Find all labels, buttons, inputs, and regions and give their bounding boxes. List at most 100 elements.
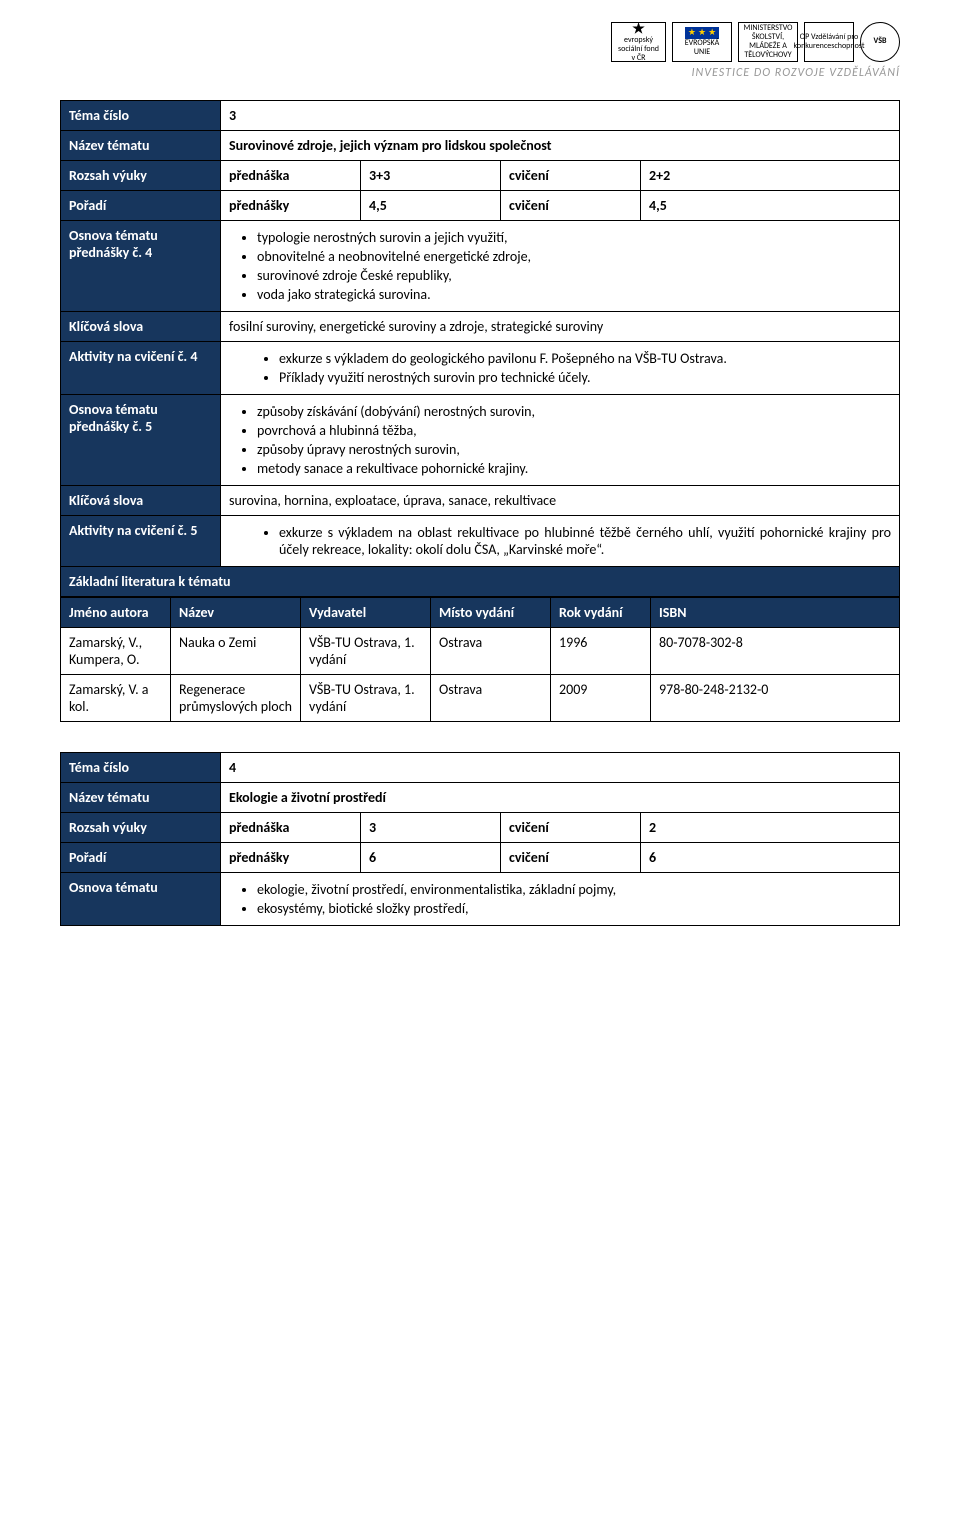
rok-header: Rok vydání [551,597,651,627]
literatura-row-1: Zamarský, V., Kumpera, O. Nauka o Zemi V… [61,627,900,674]
header-tagline: INVESTICE DO ROZVOJE VZDĚLÁVÁNÍ [60,66,900,80]
cviceni-label: cvičení [501,160,641,190]
lit1-autor: Zamarský, V., Kumpera, O. [61,627,171,674]
aktivity5-label: Aktivity na cvičení č. 5 [61,515,221,566]
tema4-poradi-label: Pořadí [61,842,221,872]
tema3-table: Téma číslo 3 Název tématu Surovinové zdr… [60,100,900,597]
tema4-cislo: 4 [221,752,900,782]
prednasky-label: přednášky [221,190,361,220]
literatura-header-row: Jméno autora Název Vydavatel Místo vydán… [61,597,900,627]
eu-logo-icon: ★ ★ ★ EVROPSKÁ UNIE [672,22,732,62]
tema4-osnova-label: Osnova tématu [61,872,221,925]
msmt-logo-text: MINISTERSTVO ŠKOLSTVÍ, MLÁDEŽE A TĚLOVÝC… [743,24,793,59]
osnova5-item: způsoby úpravy nerostných surovin, [257,441,891,458]
msmt-logo-icon: MINISTERSTVO ŠKOLSTVÍ, MLÁDEŽE A TĚLOVÝC… [738,22,798,62]
osnova4-item: typologie nerostných surovin a jejich vy… [257,229,891,246]
tema4-prednasky-label: přednášky [221,842,361,872]
tema4-nazev-label: Název tématu [61,782,221,812]
tema4-cviceni-label-2: cvičení [501,842,641,872]
lit2-rok: 2009 [551,674,651,721]
op-logo-icon: OP Vzdělávání pro konkurenceschopnost [804,22,854,62]
tema4-rozsah-cviceni: 2 [641,812,900,842]
tema4-prednaska-label: přednáška [221,812,361,842]
lit2-nazev: Regenerace průmyslových ploch [171,674,301,721]
rozsah-label: Rozsah výuky [61,160,221,190]
aktivity4-row: Aktivity na cvičení č. 4 exkurze s výkla… [61,341,900,394]
tema3-cislo: 3 [221,100,900,130]
nazev-tematu-label: Název tématu [61,130,221,160]
klicova4-value: fosilní suroviny, energetické suroviny a… [221,311,900,341]
esf-logo-icon: ★ evropský sociální fond v ČR [611,22,666,62]
prednaska-label: přednáška [221,160,361,190]
vsb-logo-icon: VŠB [860,22,900,62]
nazev-header: Název [171,597,301,627]
misto-header: Místo vydání [431,597,551,627]
aktivity5-content: exkurze s výkladem na oblast rekultivace… [221,515,900,566]
lit1-vydavatel: VŠB-TU Ostrava, 1. vydání [301,627,431,674]
tema3-poradi-cviceni: 4,5 [641,190,900,220]
vsb-logo-text: VŠB [874,37,887,46]
tema4-nazev-row: Název tématu Ekologie a životní prostřed… [61,782,900,812]
tema3-rozsah-prednaska: 3+3 [361,160,501,190]
tema4-cviceni-label: cvičení [501,812,641,842]
osnova4-content: typologie nerostných surovin a jejich vy… [221,220,900,311]
logo-strip: ★ evropský sociální fond v ČR ★ ★ ★ EVRO… [611,22,900,62]
klicova4-row: Klíčová slova fosilní suroviny, energeti… [61,311,900,341]
aktivity4-item: exkurze s výkladem do geologického pavil… [279,350,891,367]
header-logos: ★ evropský sociální fond v ČR ★ ★ ★ EVRO… [60,20,900,62]
tema4-rozsah-prednaska: 3 [361,812,501,842]
literatura-table: Jméno autora Název Vydavatel Místo vydán… [60,597,900,722]
klicova5-label: Klíčová slova [61,485,221,515]
eu-logo-text: EVROPSKÁ UNIE [677,39,727,57]
tema4-poradi-cviceni: 6 [641,842,900,872]
tema4-rozsah-label: Rozsah výuky [61,812,221,842]
literatura-row-2: Zamarský, V. a kol. Regenerace průmyslov… [61,674,900,721]
tema4-osnova-content: ekologie, životní prostředí, environment… [221,872,900,925]
autor-header: Jméno autora [61,597,171,627]
aktivity5-row: Aktivity na cvičení č. 5 exkurze s výkla… [61,515,900,566]
tema-cislo-label: Téma číslo [61,100,221,130]
tema4-poradi-prednasky: 6 [361,842,501,872]
tema4-rozsah-row: Rozsah výuky přednáška 3 cvičení 2 [61,812,900,842]
tema3-rozsah-cviceni: 2+2 [641,160,900,190]
tema4-osnova-row: Osnova tématu ekologie, životní prostřed… [61,872,900,925]
tema4-cislo-row: Téma číslo 4 [61,752,900,782]
tema4-osnova-item: ekosystémy, biotické složky prostředí, [257,900,891,917]
rozsah-row: Rozsah výuky přednáška 3+3 cvičení 2+2 [61,160,900,190]
osnova5-item: metody sanace a rekultivace pohornické k… [257,460,891,477]
tema4-poradi-row: Pořadí přednášky 6 cvičení 6 [61,842,900,872]
lit2-autor: Zamarský, V. a kol. [61,674,171,721]
literatura-row: Základní literatura k tématu [61,566,900,596]
lit2-isbn: 978-80-248-2132-0 [651,674,900,721]
osnova4-row: Osnova tématu přednášky č. 4 typologie n… [61,220,900,311]
tema-cislo-row: Téma číslo 3 [61,100,900,130]
tema4-nazev: Ekologie a životní prostředí [221,782,900,812]
osnova5-item: povrchová a hlubinná těžba, [257,422,891,439]
lit2-vydavatel: VŠB-TU Ostrava, 1. vydání [301,674,431,721]
osnova4-item: obnovitelné a neobnovitelné energetické … [257,248,891,265]
tema4-osnova-item: ekologie, životní prostředí, environment… [257,881,891,898]
tema3-poradi-prednasky: 4,5 [361,190,501,220]
poradi-row: Pořadí přednášky 4,5 cvičení 4,5 [61,190,900,220]
esf-logo-text: evropský sociální fond v ČR [616,36,661,62]
tema4-table: Téma číslo 4 Název tématu Ekologie a živ… [60,752,900,926]
osnova4-item: voda jako strategická surovina. [257,286,891,303]
klicova5-row: Klíčová slova surovina, hornina, exploat… [61,485,900,515]
osnova4-item: surovinové zdroje České republiky, [257,267,891,284]
osnova4-label: Osnova tématu přednášky č. 4 [61,220,221,311]
tema3-nazev: Surovinové zdroje, jejich význam pro lid… [221,130,900,160]
lit2-misto: Ostrava [431,674,551,721]
lit1-misto: Ostrava [431,627,551,674]
lit1-rok: 1996 [551,627,651,674]
osnova5-row: Osnova tématu přednášky č. 5 způsoby zís… [61,394,900,485]
aktivity5-item: exkurze s výkladem na oblast rekultivace… [279,524,891,558]
literatura-label: Základní literatura k tématu [61,566,900,596]
osnova5-label: Osnova tématu přednášky č. 5 [61,394,221,485]
klicova5-value: surovina, hornina, exploatace, úprava, s… [221,485,900,515]
lit1-nazev: Nauka o Zemi [171,627,301,674]
poradi-label: Pořadí [61,190,221,220]
cviceni-label-2: cvičení [501,190,641,220]
osnova5-content: způsoby získávání (dobývání) nerostných … [221,394,900,485]
page: ★ evropský sociální fond v ČR ★ ★ ★ EVRO… [0,0,960,976]
nazev-tematu-row: Název tématu Surovinové zdroje, jejich v… [61,130,900,160]
